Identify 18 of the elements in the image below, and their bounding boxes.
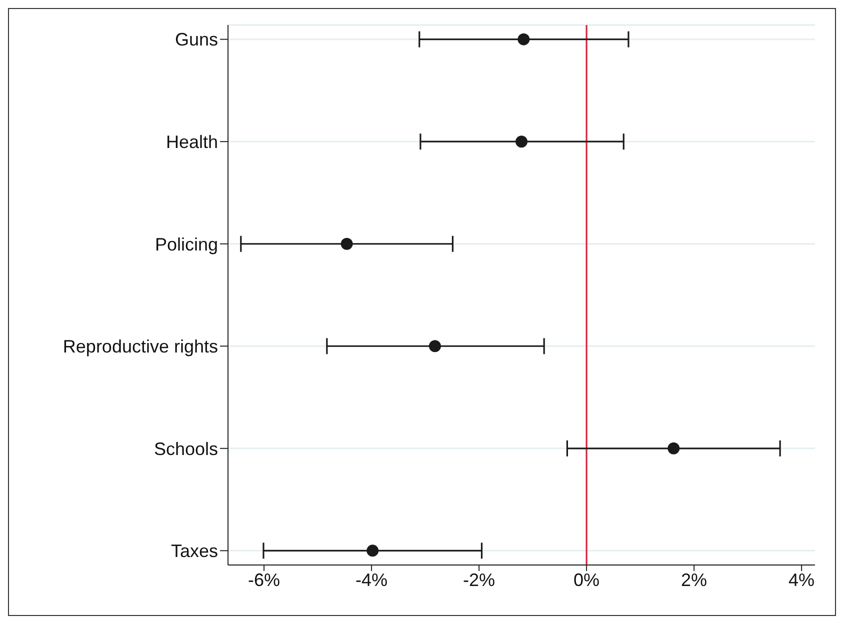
point [340, 238, 353, 250]
point [366, 544, 379, 557]
x-tick-label: -6% [248, 570, 280, 590]
y-tick-label: Guns [174, 30, 218, 50]
x-tick-label: -4% [356, 570, 388, 590]
x-tick-label: -2% [463, 570, 496, 590]
point [668, 442, 680, 454]
point [428, 340, 441, 352]
y-tick-label: Reproductive rights [62, 336, 218, 357]
y-tick-label: Policing [154, 234, 218, 254]
point [518, 33, 530, 46]
y-tick-label: Schools [154, 438, 218, 459]
y-tick-label: Health [166, 132, 218, 152]
x-tick-label: 0% [574, 570, 600, 590]
x-tick-label: 4% [788, 570, 815, 590]
point [516, 136, 528, 148]
y-tick-label: Taxes [170, 541, 218, 562]
x-tick-label: 2% [681, 570, 708, 590]
